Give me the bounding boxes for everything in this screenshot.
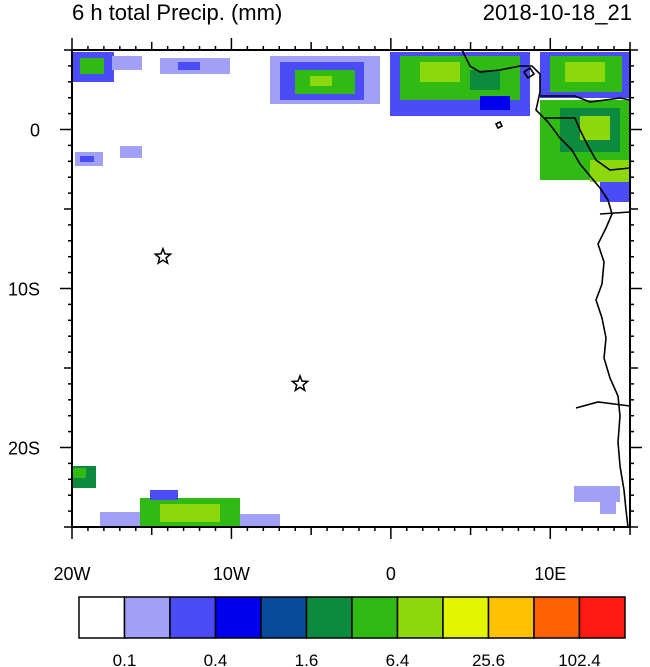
precip-cluster-congo [540,52,630,202]
coastlines [461,50,630,527]
colorbar-box [169,596,217,639]
sao-tome-island [494,120,504,130]
precip-cluster-north-west [72,52,230,166]
colorbar [78,596,626,639]
colorbar-labels: 0.1 0.4 1.6 6.4 25.6 102.4 [113,651,601,667]
x-tick-label: 10W [213,564,250,584]
colorbar-box [578,596,626,639]
border-congo [545,117,630,171]
bioko-island [522,66,536,80]
star-marker-2 [290,373,310,393]
x-tick-label: 20W [53,564,90,584]
y-tick-label: 20S [8,439,40,459]
precip-field [72,52,630,527]
colorbar-box [260,596,308,639]
colorbar-box [78,596,126,639]
colorbar-label: 0.1 [113,651,137,667]
colorbar-box [487,596,535,639]
colorbar-label: 0.4 [204,651,228,667]
colorbar-label: 6.4 [386,651,410,667]
colorbar-box [305,596,353,639]
colorbar-box [396,596,444,639]
x-axis-labels: 20W 10W 0 10E [53,564,566,584]
map-title: 6 h total Precip. (mm) [72,0,283,25]
precip-cluster-north-center [270,52,530,116]
colorbar-label: 102.4 [558,651,601,667]
precip-cluster-south [72,466,620,527]
colorbar-label: 1.6 [295,651,319,667]
colorbar-box [351,596,399,639]
colorbar-box [442,596,490,639]
colorbar-box [214,596,262,639]
colorbar-label: 25.6 [472,651,505,667]
border-north [540,95,630,103]
x-tick-label: 10E [534,564,566,584]
x-tick-label: 0 [386,564,396,584]
station-markers [153,246,310,393]
y-tick-label: 10S [8,280,40,300]
y-tick-label: 0 [30,121,40,141]
axis-ticks [60,38,642,539]
star-marker-1 [153,246,173,265]
y-axis-labels: 0 10S 20S [8,121,40,459]
border-namibia [575,401,630,409]
colorbar-box [533,596,581,639]
valid-datetime: 2018-10-18_21 [482,0,632,25]
colorbar-box [123,596,171,639]
border-angola [599,211,630,215]
